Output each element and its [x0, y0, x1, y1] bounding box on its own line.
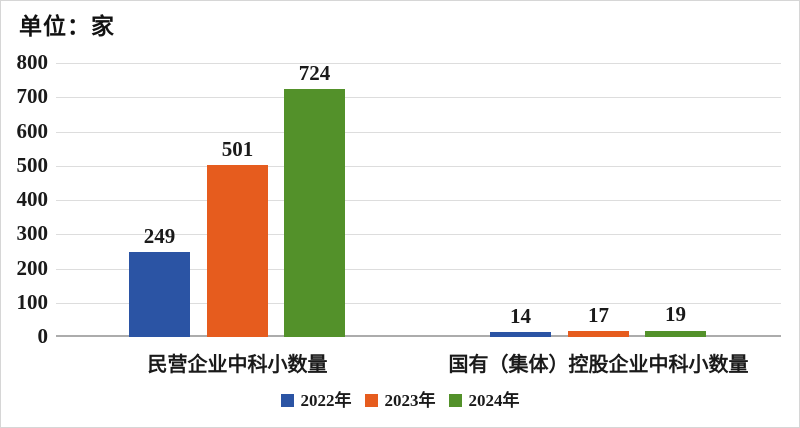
y-axis-tick-400: 400	[16, 187, 49, 212]
bar-2022年-group1	[490, 332, 551, 337]
bar-2022年-group0	[129, 251, 190, 337]
y-axis-tick-700: 700	[16, 84, 49, 109]
gridline-400	[56, 200, 781, 201]
bar-2023年-group1	[568, 331, 629, 337]
legend-item-2024年: 2024年	[448, 391, 520, 410]
legend-item-2022年: 2022年	[280, 391, 352, 410]
category-axis-label: 国有（集体）控股企业中科小数量	[448, 354, 749, 376]
bar-value-label: 501	[221, 137, 254, 162]
gridline-600	[56, 131, 781, 133]
gridline-500	[56, 165, 781, 167]
legend-swatch-icon	[280, 394, 294, 407]
y-axis: 0 100 200 300 400 500 600 700 800	[1, 52, 49, 347]
category-group-0: 249 501 724 民营企业中科小数量	[129, 60, 346, 376]
y-axis-tick-200: 200	[16, 255, 49, 280]
y-axis-tick-600: 600	[16, 118, 49, 143]
gridline-100	[56, 302, 781, 304]
plot-area: 249 501 724 民营企业中科小数量 14 17 19 国有（集体）控股企业中科小数量	[56, 60, 781, 376]
y-axis-tick-500: 500	[16, 152, 49, 177]
y-axis-tick-300: 300	[16, 221, 49, 246]
y-axis-tick-100: 100	[16, 289, 49, 314]
legend-swatch-icon	[448, 394, 462, 407]
gridline-300	[56, 234, 781, 236]
legend-swatch-icon	[364, 394, 378, 407]
bar-2024年-group0	[284, 89, 345, 337]
bar-value-label: 17	[588, 303, 609, 328]
y-axis-tick-800: 800	[16, 50, 49, 75]
gridline-800	[56, 63, 781, 64]
legend-label: 2024年	[468, 391, 520, 410]
category-axis-label: 民营企业中科小数量	[147, 354, 328, 376]
x-axis-line	[56, 335, 781, 337]
gridline-700	[56, 97, 781, 99]
bar-value-label: 14	[510, 304, 531, 329]
legend-item-2023年: 2023年	[364, 391, 436, 410]
bar-value-label: 724	[298, 60, 331, 85]
bar-value-label: 19	[665, 302, 686, 327]
category-group-1: 14 17 19 国有（集体）控股企业中科小数量	[449, 63, 749, 376]
legend-label: 2022年	[300, 391, 352, 410]
gridline-200	[56, 268, 781, 270]
y-axis-tick-0: 0	[37, 324, 49, 349]
bar-2023年-group0	[207, 165, 268, 337]
legend: 2022年 2023年 2024年	[1, 392, 799, 409]
bar-2024年-group1	[645, 330, 706, 337]
legend-label: 2023年	[384, 391, 436, 410]
chart-unit-title: 单位：家	[19, 14, 115, 39]
bar-value-label: 249	[143, 223, 176, 248]
